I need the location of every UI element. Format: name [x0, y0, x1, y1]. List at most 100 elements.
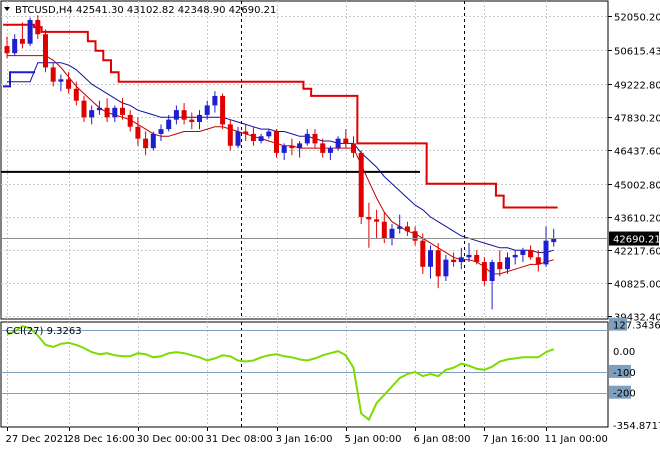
x-tick-label: 30 Dec 00:00 [137, 434, 204, 445]
candle-body [535, 257, 541, 265]
cci-tick-label: 127.3436 [613, 321, 660, 332]
candle-body [89, 110, 95, 118]
candle-body [135, 126, 141, 139]
candle-body [266, 131, 272, 137]
candle-body [50, 67, 56, 82]
candle-body [381, 221, 387, 239]
candle-body [451, 259, 457, 263]
cci-label-bg [609, 385, 631, 399]
candle-body [327, 148, 333, 153]
cci-readout: CCI(27) 9.3263 [6, 326, 82, 337]
candle-body [173, 110, 179, 120]
candle-body [197, 114, 202, 123]
x-tick-label: 31 Dec 08:00 [206, 434, 273, 445]
candle-body [4, 46, 10, 54]
y-tick-label: 46437.60 [614, 147, 660, 158]
candle-body [127, 114, 133, 127]
support-step-line [3, 71, 35, 88]
candle-body [512, 254, 518, 258]
candle-body [497, 262, 503, 270]
candle-body [66, 79, 72, 89]
candle-body [158, 129, 164, 134]
x-tick-label: 27 Dec 2021 [6, 434, 70, 445]
candle-body [505, 257, 510, 270]
candle-body [335, 138, 341, 149]
candle-body [58, 79, 64, 82]
candle-body [358, 152, 364, 217]
y-tick-label: 39432.40 [614, 313, 660, 324]
candle-body [150, 133, 156, 149]
candle-body [12, 38, 18, 54]
candle-body [243, 131, 249, 134]
candle-body [474, 254, 480, 263]
candle-body [181, 110, 187, 120]
candle-body [520, 250, 526, 255]
y-tick-label: 52050.20 [614, 13, 660, 24]
dropdown-triangle-icon[interactable] [4, 7, 10, 11]
cci-line [6, 325, 555, 422]
candle-body [297, 143, 303, 149]
cci-tick-label: -200 [613, 389, 636, 400]
x-tick-label: 5 Jan 00:00 [345, 434, 402, 445]
candle-body [204, 105, 210, 115]
candle-body [343, 138, 349, 144]
candle-body [120, 107, 125, 115]
period-separators [241, 1, 465, 427]
current-price-label: 42690.21 [613, 235, 660, 246]
candle-body [443, 259, 449, 277]
cci-tick-label: 0.00 [613, 347, 635, 358]
candle-body [35, 19, 41, 35]
candle-body [312, 133, 318, 144]
candle-body [304, 133, 310, 144]
candle-body [428, 250, 433, 267]
candle-body [281, 145, 287, 153]
candle-body [274, 131, 279, 153]
candle-body [43, 34, 48, 68]
candle-body [481, 262, 487, 282]
x-tick-label: 6 Jan 08:00 [414, 434, 471, 445]
candle-body [258, 136, 264, 142]
candle-body [212, 95, 218, 106]
candle-body [19, 38, 25, 44]
candle-body [397, 226, 403, 229]
cci-label-bg [609, 317, 627, 331]
x-tick-label: 7 Jan 16:00 [483, 434, 540, 445]
symbol-readout: BTCUSD,H4 42541.30 43102.82 42348.90 426… [15, 5, 276, 16]
candle-body [81, 100, 87, 118]
candle-body [466, 254, 472, 258]
candle-body [543, 240, 549, 265]
y-tick-label: 40825.00 [614, 280, 660, 291]
ma-blue-line [7, 62, 554, 254]
candle-body [528, 250, 534, 258]
candle-body [250, 133, 256, 142]
y-tick-label: 47830.20 [614, 114, 660, 125]
candle-body [551, 238, 557, 243]
candle-body [435, 250, 441, 277]
cci-layer [1, 325, 608, 422]
candle-body [404, 226, 410, 232]
x-tick-label: 3 Jan 16:00 [276, 434, 333, 445]
candle-body [96, 107, 102, 111]
candle-body [220, 95, 226, 125]
candle-body [374, 219, 380, 222]
candle-body [412, 231, 418, 241]
candle-body [366, 216, 372, 220]
candle-body [235, 131, 241, 146]
candle-body [189, 119, 195, 123]
y-tick-label: 45002.80 [614, 181, 660, 192]
candle-body [73, 88, 79, 101]
header: BTCUSD,H4 42541.30 43102.82 42348.90 426… [4, 5, 276, 337]
price-layer [1, 15, 608, 310]
main-plot-frame [0, 0, 609, 320]
candle-body [458, 257, 464, 263]
candle-body [27, 19, 33, 44]
candle-body [489, 262, 495, 282]
candle-body [104, 107, 110, 118]
price-label-bg [609, 231, 659, 246]
y-tick-label: 50615.43 [614, 47, 660, 58]
cci-tick-label: -354.8717 [613, 421, 660, 432]
candle-body [389, 228, 395, 239]
candle-body [143, 138, 149, 149]
y-tick-label: 49222.80 [614, 81, 660, 92]
